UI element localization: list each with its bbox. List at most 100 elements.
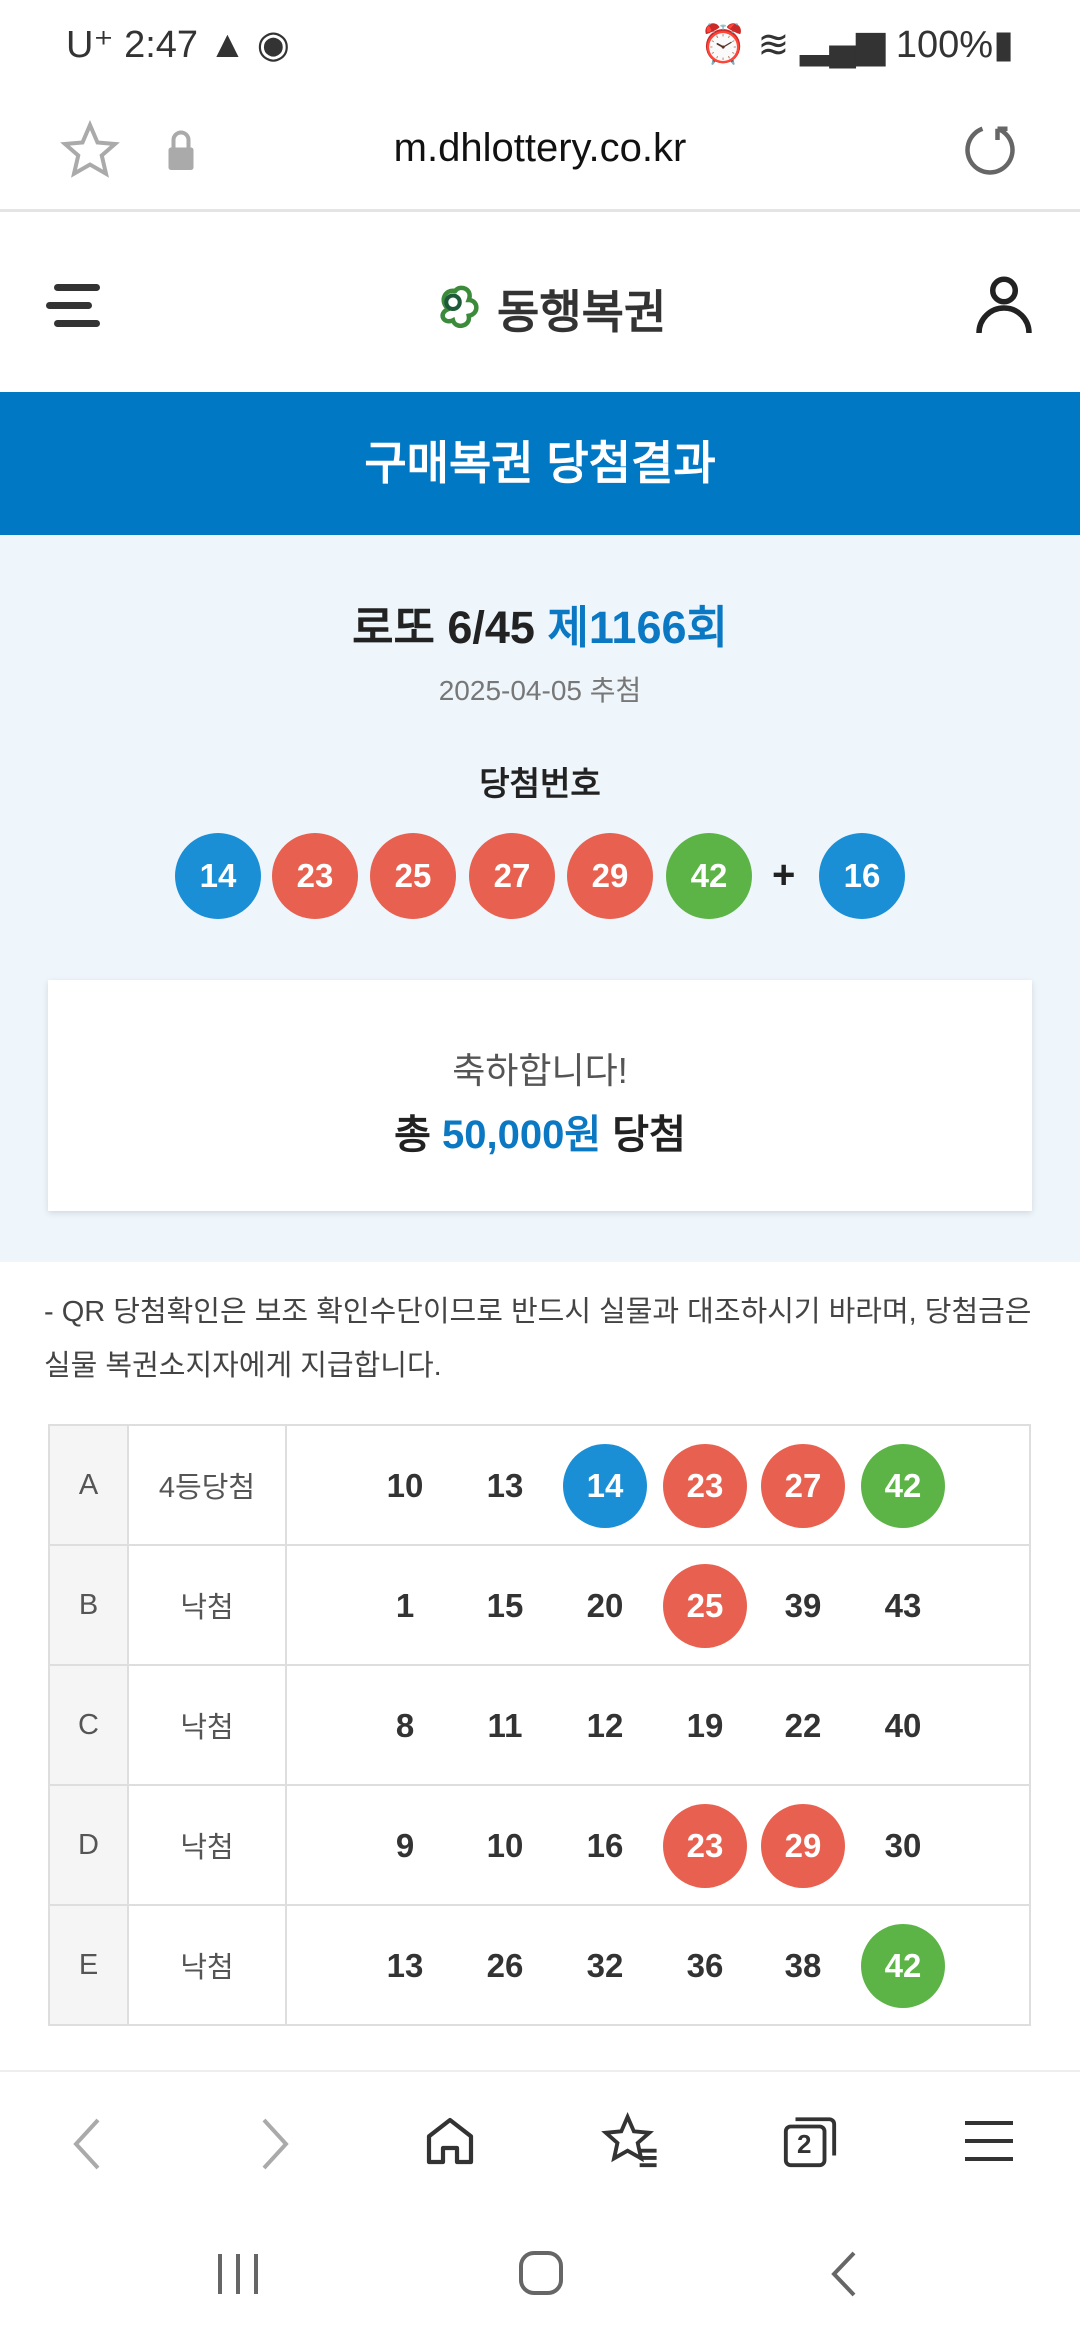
- game-numbers: 9 10 16 23 29 30: [285, 1784, 1031, 1906]
- game-number: 9: [395, 1827, 415, 1864]
- prize-suffix: 당첨: [612, 1113, 686, 1157]
- clock: 2:47: [124, 24, 199, 66]
- tab-count: 2: [797, 2129, 812, 2159]
- qr-notice: - QR 당첨확인은 보조 확인수단이므로 반드시 실물과 대조하시기 바라며,…: [44, 1296, 1032, 1382]
- forward-icon[interactable]: [252, 2116, 296, 2172]
- browser-bottom-nav: 2: [0, 2070, 1080, 2210]
- game-result: 낙첨: [127, 1544, 287, 1666]
- winning-ball: 23: [272, 833, 358, 919]
- game-number: 11: [487, 1707, 523, 1744]
- game-number: 13: [486, 1467, 524, 1504]
- matched-number-ball: 42: [861, 1924, 945, 2008]
- tabs-button[interactable]: 2: [780, 2112, 840, 2170]
- alarm-icon: ⏰: [699, 24, 747, 66]
- tabs-icon: [783, 2117, 837, 2168]
- winning-ball: 25: [370, 833, 456, 919]
- game-number: 43: [884, 1587, 922, 1624]
- draw-title: 로또 6/45 제1166회: [0, 591, 1080, 656]
- game-number: 26: [486, 1947, 524, 1984]
- game-number: 36: [686, 1947, 724, 1984]
- back-icon[interactable]: [66, 2116, 110, 2172]
- matched-number-ball: 23: [663, 1444, 747, 1528]
- lock-icon: [166, 130, 196, 170]
- game-numbers: 10 13 14 23 27 42: [285, 1424, 1031, 1546]
- game-number: 15: [486, 1587, 524, 1624]
- status-left: U⁺ 2:47 ▲ ◉: [66, 22, 290, 67]
- home-button-icon[interactable]: [518, 2250, 564, 2296]
- game-row: C 낙첨 8 11 12 19 22 40: [48, 1664, 1031, 1786]
- game-number: 10: [486, 1827, 524, 1864]
- home-icon[interactable]: [422, 2112, 478, 2170]
- battery-icon: ▮: [993, 24, 1014, 66]
- game-key: B: [48, 1544, 129, 1666]
- game-row: E 낙첨 13 26 32 36 38 42: [48, 1904, 1031, 2026]
- game-name: 로또 6/45: [352, 602, 535, 653]
- game-number: 16: [586, 1827, 624, 1864]
- game-row: A 4등당첨 10 13 14 23 27 42: [48, 1424, 1031, 1546]
- page-title-banner: 구매복권 당첨결과: [0, 392, 1080, 535]
- game-number: 32: [586, 1947, 624, 1984]
- game-result: 낙첨: [127, 1664, 287, 1786]
- status-bar: U⁺ 2:47 ▲ ◉ ⏰ ≋ ▂▄▆ 100%▮: [0, 0, 1080, 90]
- game-number: 8: [395, 1707, 415, 1744]
- winning-ball: 14: [175, 833, 261, 919]
- matched-number-ball: 23: [663, 1804, 747, 1888]
- browser-menu-icon[interactable]: [965, 2120, 1013, 2162]
- congrats-box: 축하합니다! 총 50,000원 당첨: [48, 980, 1032, 1211]
- game-row: D 낙첨 9 10 16 23 29 30: [48, 1784, 1031, 1906]
- aperture-icon: ◉: [256, 24, 290, 66]
- logo-text: 동행복권: [497, 286, 667, 338]
- winning-ball: 29: [567, 833, 653, 919]
- system-nav-bar: [0, 2210, 1080, 2340]
- system-back-icon[interactable]: [828, 2250, 858, 2298]
- matched-number-ball: 25: [663, 1564, 747, 1648]
- game-number: 39: [784, 1587, 822, 1624]
- game-numbers: 8 11 12 19 22 40: [285, 1664, 1031, 1786]
- logo[interactable]: 동행복권: [435, 276, 666, 342]
- winning-ball: 27: [469, 833, 555, 919]
- plus-sign: +: [772, 853, 796, 897]
- game-key: A: [48, 1424, 129, 1546]
- matched-number-ball: 27: [761, 1444, 845, 1528]
- game-number: 30: [884, 1827, 922, 1864]
- reload-icon[interactable]: [960, 120, 1020, 180]
- game-result: 4등당첨: [127, 1424, 287, 1546]
- game-number: 38: [784, 1947, 822, 1984]
- signal-icon: ▂▄▆: [799, 24, 886, 66]
- clover-logo-icon: [440, 285, 479, 328]
- games-table: A 4등당첨 10 13 14 23 27 42 B 낙첨 1 15 20 25 39 43 C 낙첨 8 11 12 1…: [48, 1424, 1031, 2026]
- menu-icon[interactable]: [46, 280, 104, 330]
- winning-numbers-label: 당첨번호: [479, 765, 601, 802]
- winning-numbers: 14 23 25 27 29 42 +16: [0, 535, 1080, 1035]
- game-numbers: 13 26 32 36 38 42: [285, 1904, 1031, 2026]
- game-number: 1: [395, 1587, 415, 1624]
- matched-number-ball: 29: [761, 1804, 845, 1888]
- draw-result-section: 로또 6/45 제1166회 2025-04-05 추첨 당첨번호 14 23 25…: [0, 535, 1080, 1262]
- url-text[interactable]: m.dhlottery.co.kr: [393, 126, 687, 170]
- prize-amount: 50,000원: [442, 1113, 602, 1157]
- bonus-ball: 16: [819, 833, 905, 919]
- battery-text: 100%: [895, 24, 994, 66]
- game-number: 10: [386, 1467, 424, 1504]
- warning-icon: ▲: [208, 24, 247, 66]
- game-result: 낙첨: [127, 1784, 287, 1906]
- game-key: C: [48, 1664, 129, 1786]
- winning-ball: 42: [666, 833, 752, 919]
- user-icon[interactable]: [974, 272, 1034, 334]
- bookmark-star-icon[interactable]: [60, 120, 120, 180]
- browser-url-bar: m.dhlottery.co.kr: [0, 90, 1080, 212]
- game-row: B 낙첨 1 15 20 25 39 43: [48, 1544, 1031, 1666]
- bookmarks-icon[interactable]: [600, 2112, 660, 2170]
- game-key: D: [48, 1784, 129, 1906]
- matched-number-ball: 14: [563, 1444, 647, 1528]
- game-number: 40: [884, 1707, 922, 1744]
- game-number: 13: [386, 1947, 424, 1984]
- recent-apps-icon[interactable]: [216, 2252, 260, 2296]
- matched-number-ball: 42: [861, 1444, 945, 1528]
- game-number: 20: [586, 1587, 624, 1624]
- prize-total: 총 50,000원 당첨: [48, 1102, 1032, 1160]
- prize-prefix: 총: [394, 1113, 431, 1157]
- site-header: 동행복권: [0, 212, 1080, 392]
- game-numbers: 1 15 20 25 39 43: [285, 1544, 1031, 1666]
- draw-date: 2025-04-05 추첨: [438, 675, 642, 706]
